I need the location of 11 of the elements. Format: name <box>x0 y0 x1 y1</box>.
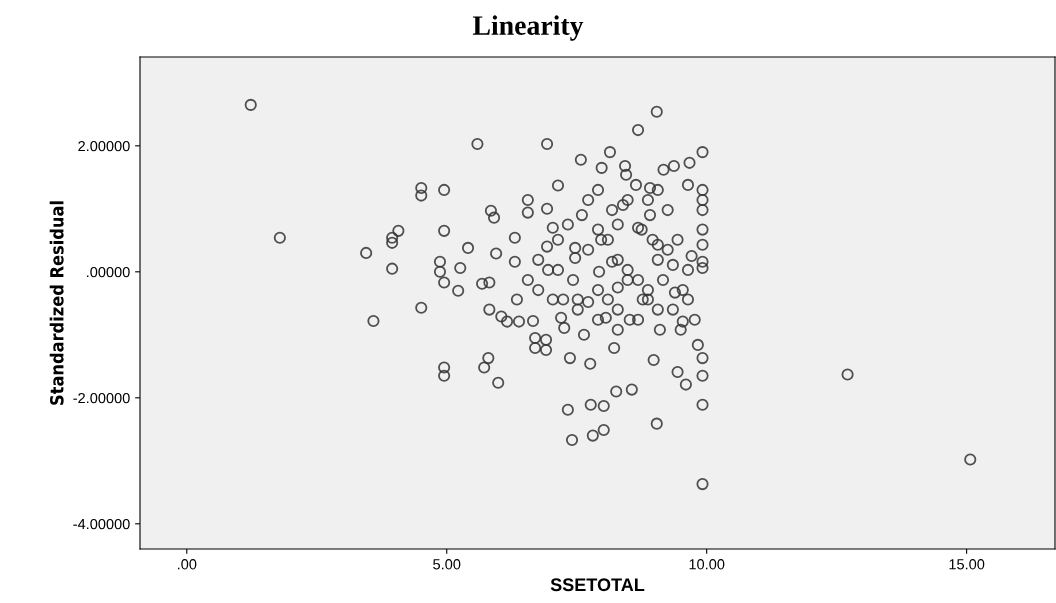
y-tick-label: -2.00000 <box>73 392 130 404</box>
y-axis-title: Standardized Residual <box>49 201 64 405</box>
y-tick-label: 2.00000 <box>78 140 130 152</box>
y-tick-label: .00000 <box>87 266 130 278</box>
x-tick-label: 15.00 <box>949 559 985 570</box>
chart-title: Linearity <box>472 15 584 41</box>
x-tick-label: .00 <box>177 559 197 570</box>
x-tick-label: 10.00 <box>689 559 725 570</box>
x-tick-label: 5.00 <box>433 559 461 570</box>
y-tick-label: -4.00000 <box>73 518 130 530</box>
x-axis-title: SSETOTAL <box>550 578 645 592</box>
